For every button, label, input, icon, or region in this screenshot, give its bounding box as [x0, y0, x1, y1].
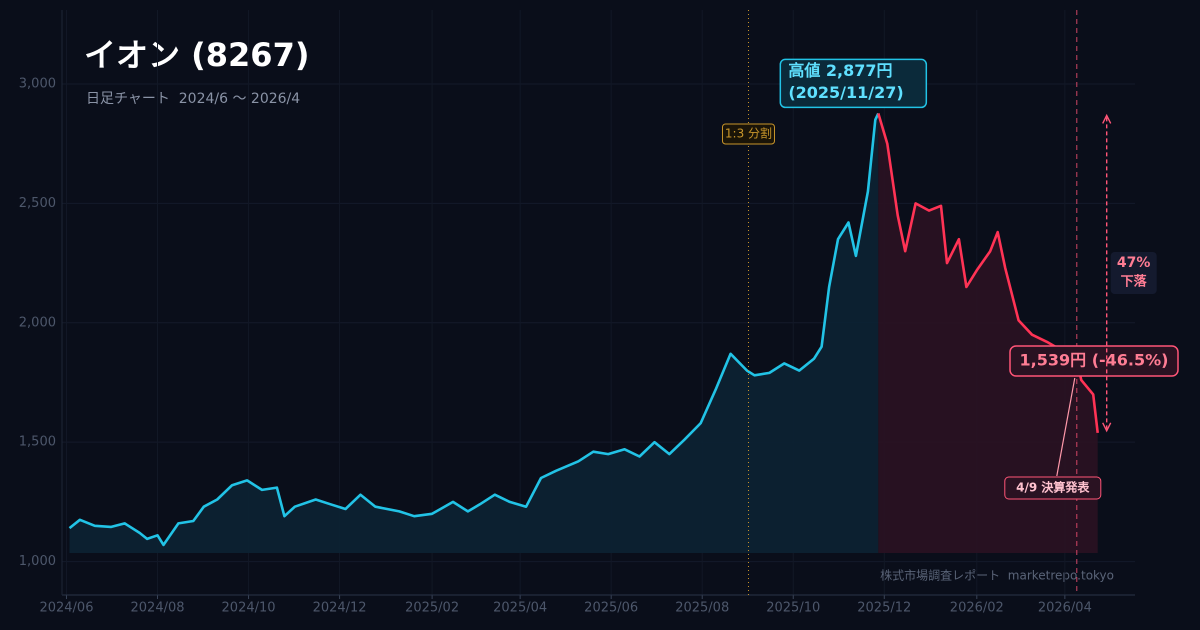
x-tick-label: 2025/10: [766, 601, 820, 616]
y-tick-label: 3,000: [19, 77, 56, 92]
x-tick-label: 2024/12: [313, 601, 367, 616]
y-tick-label: 2,000: [19, 315, 56, 330]
peak-label: (2025/11/27): [788, 83, 903, 102]
current-box: [1009, 345, 1179, 377]
current-label: 1,539円 (-46.5%): [1020, 351, 1169, 370]
arrow-head: [1102, 113, 1112, 433]
x-tick-label: 2025/04: [493, 601, 547, 616]
split-box: [721, 123, 775, 145]
y-tick-label: 1,000: [19, 554, 56, 569]
x-tick-label: 2026/02: [950, 601, 1004, 616]
y-tick-label: 1,500: [19, 435, 56, 450]
x-tick-label: 2024/10: [222, 601, 276, 616]
x-tick-label: 2025/02: [405, 601, 459, 616]
x-tick-label: 2025/08: [675, 601, 729, 616]
area: [69, 113, 879, 554]
line: [68, 112, 880, 547]
x-tick-label: 2025/12: [857, 601, 911, 616]
drop-box: [1110, 252, 1157, 294]
y-tick-label: 2,500: [19, 196, 56, 211]
subtitle: 日足チャート 2024/6 〜 2026/4: [86, 91, 300, 107]
peak-label: 高値 2,877円: [788, 61, 892, 80]
earnings-label: 4/9 決算発表: [1016, 480, 1090, 495]
x-tick-label: 2025/06: [584, 601, 638, 616]
area: [878, 113, 1098, 554]
watermark: 株式市場調査レポート marketrepo.tokyo: [880, 568, 1114, 583]
split-label: 1:3 分割: [725, 126, 772, 141]
x-tick-label: 2024/06: [39, 601, 93, 616]
drop-label: 下落: [1121, 274, 1148, 290]
x-tick-label: 2026/04: [1038, 601, 1092, 616]
x-tick-label: 2024/08: [131, 601, 185, 616]
pointer: [1056, 377, 1076, 477]
earnings-box: [1004, 476, 1102, 500]
chart-title: イオン (8267): [84, 36, 309, 74]
drop-label: 47%: [1117, 255, 1151, 271]
peak-box: [779, 58, 928, 109]
